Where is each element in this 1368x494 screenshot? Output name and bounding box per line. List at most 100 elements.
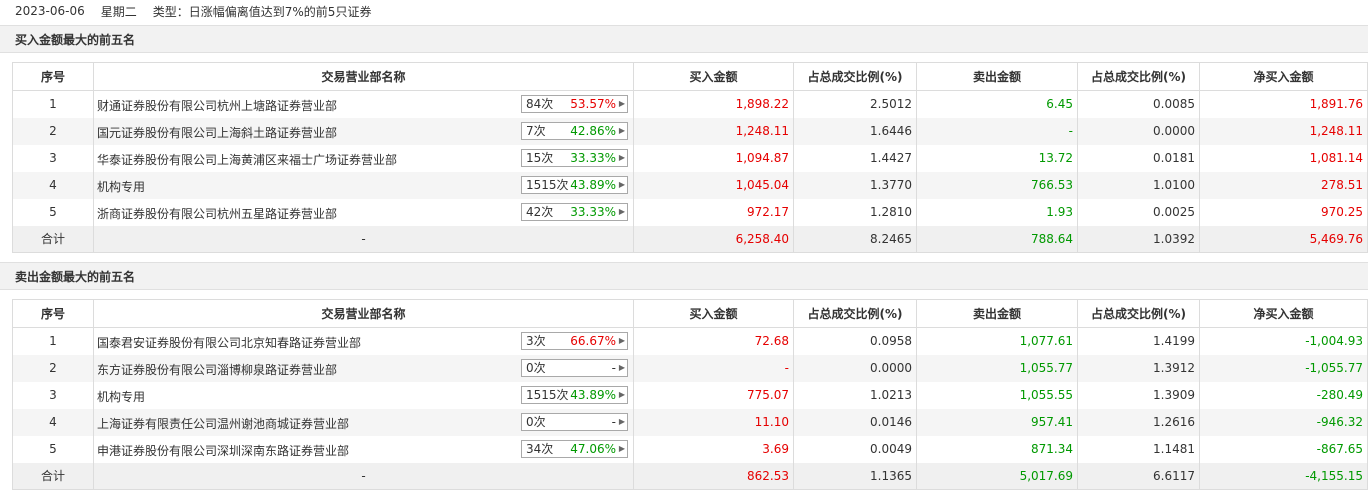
branch-cell[interactable]: 财通证券股份有限公司杭州上塘路证券营业部 84次 53.57% ▶ xyxy=(93,90,634,118)
table-row[interactable]: 1 财通证券股份有限公司杭州上塘路证券营业部 84次 53.57% ▶ 1,898.22 2… xyxy=(12,90,1368,118)
buy-pct-cell: 0.0146 xyxy=(793,408,917,436)
sell-table-body: 1 国泰君安证券股份有限公司北京知春路证券营业部 3次 66.67% ▶ 72.68 0.0… xyxy=(12,327,1368,490)
branch-stats-dropdown[interactable]: 1515次 43.89% ▶ xyxy=(521,175,628,194)
col-buy-header: 买入金额 xyxy=(633,62,794,91)
table-row[interactable]: 5 申港证券股份有限公司深圳深南东路证券营业部 34次 47.06% ▶ 3.69 0.00… xyxy=(12,435,1368,463)
net-buy-cell: 1,891.76 xyxy=(1199,90,1368,118)
buy-amount-cell: 972.17 xyxy=(633,198,794,226)
total-sell-cell: 788.64 xyxy=(916,225,1078,253)
rank-cell: 2 xyxy=(12,117,94,145)
sell-amount-cell: 871.34 xyxy=(916,435,1078,463)
success-rate: 53.57% xyxy=(570,97,616,111)
branch-stats-dropdown[interactable]: 0次 - ▶ xyxy=(521,412,628,431)
table-row[interactable]: 4 机构专用 1515次 43.89% ▶ 1,045.04 1.3770 766.53 1.0… xyxy=(12,171,1368,199)
branch-name-link[interactable]: 国泰君安证券股份有限公司北京知春路证券营业部 xyxy=(97,336,362,350)
branch-cell[interactable]: 上海证券有限责任公司温州谢池商城证券营业部 0次 - ▶ xyxy=(93,408,634,436)
net-buy-cell: 1,081.14 xyxy=(1199,144,1368,172)
triangle-right-icon[interactable]: ▶ xyxy=(618,99,625,108)
listing-count: 34次 xyxy=(526,441,554,456)
total-sell-pct-cell: 6.6117 xyxy=(1077,462,1200,490)
branch-name-link[interactable]: 机构专用 xyxy=(97,179,146,194)
col-sell-header: 卖出金额 xyxy=(916,62,1078,91)
triangle-right-icon[interactable]: ▶ xyxy=(618,389,625,399)
table-header-row: 序号 交易营业部名称 买入金额 占总成交比例(%) 卖出金额 占总成交比例(%)… xyxy=(12,62,1368,91)
branch-stats-dropdown[interactable]: 42次 33.33% ▶ xyxy=(521,202,628,221)
table-row[interactable]: 5 浙商证券股份有限公司杭州五星路证券营业部 42次 33.33% ▶ 972.17 1.2… xyxy=(12,198,1368,226)
branch-name-link[interactable]: 申港证券股份有限公司深圳深南东路证券营业部 xyxy=(97,443,350,458)
rank-cell: 2 xyxy=(12,354,94,382)
total-buy-cell: 6,258.40 xyxy=(633,225,794,253)
total-buy-pct-cell: 1.1365 xyxy=(793,462,917,490)
branch-stats-dropdown[interactable]: 1515次 43.89% ▶ xyxy=(521,385,628,404)
buy-pct-cell: 0.0000 xyxy=(793,354,917,382)
branch-cell[interactable]: 华泰证券股份有限公司上海黄浦区来福士广场证券营业部 15次 33.33% ▶ xyxy=(93,144,634,172)
table-row[interactable]: 1 国泰君安证券股份有限公司北京知春路证券营业部 3次 66.67% ▶ 72.68 0.0… xyxy=(12,327,1368,355)
rank-cell: 1 xyxy=(12,327,94,355)
branch-cell[interactable]: 机构专用 1515次 43.89% ▶ xyxy=(93,381,634,409)
branch-stats-dropdown[interactable]: 3次 66.67% ▶ xyxy=(521,332,628,350)
branch-cell[interactable]: 浙商证券股份有限公司杭州五星路证券营业部 42次 33.33% ▶ xyxy=(93,198,634,226)
table-row[interactable]: 4 上海证券有限责任公司温州谢池商城证券营业部 0次 - ▶ 11.10 0.0146 957… xyxy=(12,408,1368,436)
triangle-right-icon[interactable]: ▶ xyxy=(618,443,625,453)
branch-name-link[interactable]: 上海证券有限责任公司温州谢池商城证券营业部 xyxy=(97,416,350,431)
branch-cell[interactable]: 国泰君安证券股份有限公司北京知春路证券营业部 3次 66.67% ▶ xyxy=(93,327,634,355)
net-buy-cell: 1,248.11 xyxy=(1199,117,1368,145)
sell-section-title: 卖出金额最大的前五名 xyxy=(0,262,1368,290)
col-net-header: 净买入金额 xyxy=(1199,299,1368,328)
sell-amount-cell: 1,055.77 xyxy=(916,354,1078,382)
total-net-cell: 5,469.76 xyxy=(1199,225,1368,253)
success-rate: 43.89% xyxy=(570,177,616,192)
sell-pct-cell: 1.0100 xyxy=(1077,171,1200,199)
success-rate: 33.33% xyxy=(570,204,616,219)
triangle-right-icon[interactable]: ▶ xyxy=(618,206,625,216)
branch-stats-dropdown[interactable]: 7次 42.86% ▶ xyxy=(521,121,628,140)
branch-cell[interactable]: 申港证券股份有限公司深圳深南东路证券营业部 34次 47.06% ▶ xyxy=(93,435,634,463)
triangle-right-icon[interactable]: ▶ xyxy=(618,125,625,135)
rank-cell: 1 xyxy=(12,90,94,118)
branch-name-link[interactable]: 国元证券股份有限公司上海斜土路证券营业部 xyxy=(97,125,338,140)
net-buy-cell: -1,055.77 xyxy=(1199,354,1368,382)
triangle-right-icon[interactable]: ▶ xyxy=(618,362,625,372)
branch-name-link[interactable]: 财通证券股份有限公司杭州上塘路证券营业部 xyxy=(97,99,338,113)
branch-name-link[interactable]: 机构专用 xyxy=(97,389,146,404)
branch-cell[interactable]: 国元证券股份有限公司上海斜土路证券营业部 7次 42.86% ▶ xyxy=(93,117,634,145)
triangle-right-icon[interactable]: ▶ xyxy=(618,416,625,426)
total-net-cell: -4,155.15 xyxy=(1199,462,1368,490)
branch-stats-dropdown[interactable]: 15次 33.33% ▶ xyxy=(521,148,628,167)
branch-stats-dropdown[interactable]: 0次 - ▶ xyxy=(521,358,628,377)
listing-count: 1515次 xyxy=(526,177,569,192)
buy-pct-cell: 0.0049 xyxy=(793,435,917,463)
buy-top5-table: 序号 交易营业部名称 买入金额 占总成交比例(%) 卖出金额 占总成交比例(%)… xyxy=(12,62,1368,253)
branch-cell[interactable]: 东方证券股份有限公司淄博柳泉路证券营业部 0次 - ▶ xyxy=(93,354,634,382)
total-label-cell: 合计 xyxy=(12,462,94,490)
col-sell-header: 卖出金额 xyxy=(916,299,1078,328)
branch-stats-dropdown[interactable]: 34次 47.06% ▶ xyxy=(521,439,628,458)
table-row[interactable]: 2 国元证券股份有限公司上海斜土路证券营业部 7次 42.86% ▶ 1,248.11 1.… xyxy=(12,117,1368,145)
table-row[interactable]: 2 东方证券股份有限公司淄博柳泉路证券营业部 0次 - ▶ -0.0000 1,055.77… xyxy=(12,354,1368,382)
branch-stats-dropdown[interactable]: 84次 53.57% ▶ xyxy=(521,95,628,113)
table-row[interactable]: 3 机构专用 1515次 43.89% ▶ 775.07 1.0213 1,055.55 1.3… xyxy=(12,381,1368,409)
table-header-row: 序号 交易营业部名称 买入金额 占总成交比例(%) 卖出金额 占总成交比例(%)… xyxy=(12,299,1368,328)
total-branch-cell: - xyxy=(93,462,634,490)
buy-amount-cell: 1,248.11 xyxy=(633,117,794,145)
success-rate: 43.89% xyxy=(570,387,616,402)
sell-amount-cell: 1,077.61 xyxy=(916,327,1078,355)
triangle-right-icon[interactable]: ▶ xyxy=(618,336,625,345)
branch-name-link[interactable]: 东方证券股份有限公司淄博柳泉路证券营业部 xyxy=(97,362,338,377)
buy-amount-cell: 775.07 xyxy=(633,381,794,409)
date-label: 2023-06-06 xyxy=(15,4,85,18)
branch-name-link[interactable]: 浙商证券股份有限公司杭州五星路证券营业部 xyxy=(97,206,338,221)
rank-cell: 4 xyxy=(12,408,94,436)
listing-count: 0次 xyxy=(526,360,546,375)
table-row[interactable]: 3 华泰证券股份有限公司上海黄浦区来福士广场证券营业部 15次 33.33% ▶ 1,09… xyxy=(12,144,1368,172)
buy-amount-cell: 1,045.04 xyxy=(633,171,794,199)
type-label: 类型：日涨幅偏离值达到7%的前5只证券 xyxy=(152,4,372,19)
triangle-right-icon[interactable]: ▶ xyxy=(618,179,625,189)
success-rate: 42.86% xyxy=(570,123,616,138)
branch-name-link[interactable]: 华泰证券股份有限公司上海黄浦区来福士广场证券营业部 xyxy=(97,152,398,167)
branch-cell[interactable]: 机构专用 1515次 43.89% ▶ xyxy=(93,171,634,199)
listing-count: 7次 xyxy=(526,123,546,138)
triangle-right-icon[interactable]: ▶ xyxy=(618,152,625,162)
listing-count: 42次 xyxy=(526,204,554,219)
total-sell-cell: 5,017.69 xyxy=(916,462,1078,490)
